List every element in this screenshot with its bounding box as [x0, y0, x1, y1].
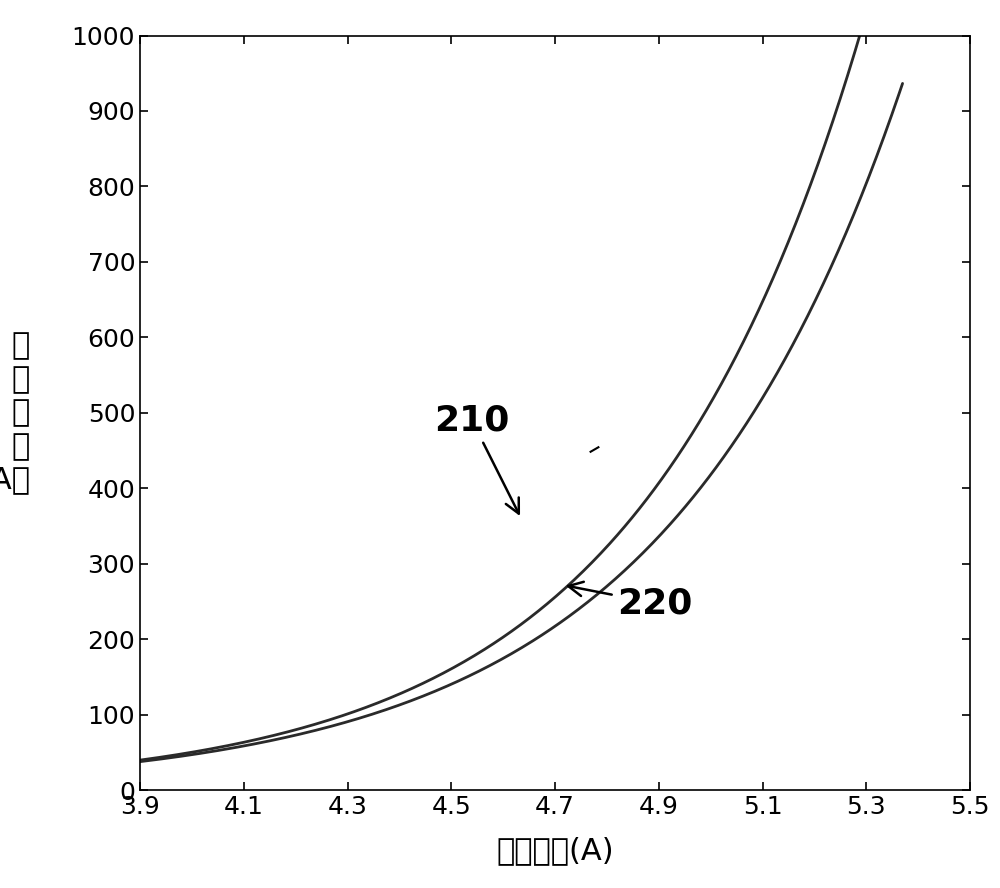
- Y-axis label: 球
管
电
流
（mA）: 球 管 电 流 （mA）: [0, 331, 30, 495]
- Text: 220: 220: [568, 582, 693, 620]
- X-axis label: 灯丝电流(A): 灯丝电流(A): [496, 836, 614, 865]
- Text: 210: 210: [434, 403, 519, 513]
